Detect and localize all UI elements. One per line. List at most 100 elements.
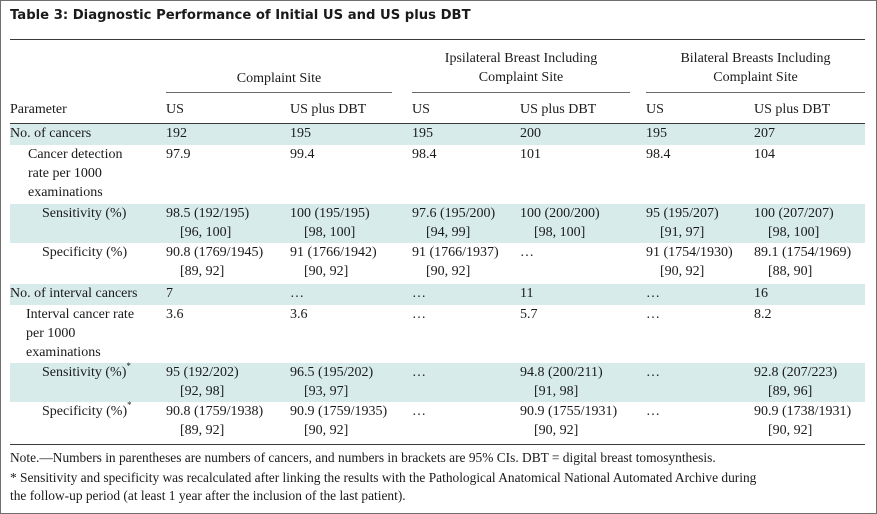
table-cell: 100 (200/200) xyxy=(520,206,600,221)
row-label: No. of interval cancers xyxy=(10,286,138,301)
row-label: No. of cancers xyxy=(10,126,92,141)
table-title: Table 3: Diagnostic Performance of Initi… xyxy=(10,8,471,23)
row-label: Interval cancer rate xyxy=(26,307,135,322)
table-cell: 3.6 xyxy=(166,307,184,322)
table-cell: 90.9 (1759/1935) xyxy=(290,404,388,419)
table-cell: … xyxy=(412,307,426,322)
column-header-c5: US xyxy=(646,102,664,117)
table-cell: 96.5 (195/202) xyxy=(290,365,374,380)
table-cell: 11 xyxy=(520,286,534,301)
table-cell: [98, 100] xyxy=(534,225,586,240)
table-cell: [90, 92] xyxy=(660,264,705,279)
row-band xyxy=(10,204,865,243)
table-cell: 98.4 xyxy=(646,147,671,162)
table-cell: 192 xyxy=(166,126,187,141)
column-header-c2: US plus DBT xyxy=(290,102,367,117)
table-cell: 8.2 xyxy=(754,307,772,322)
table-cell: 195 xyxy=(646,126,667,141)
group-rule-complaint xyxy=(166,92,392,93)
table-cell: 92.8 (207/223) xyxy=(754,365,838,380)
table-cell: 91 (1766/1937) xyxy=(412,245,499,260)
group-header-bilateral: Complaint Site xyxy=(713,70,798,85)
table-cell: … xyxy=(412,286,426,301)
table-cell: 90.8 (1759/1938) xyxy=(166,404,264,419)
table-cell: … xyxy=(520,245,534,260)
table-cell: 95 (195/207) xyxy=(646,206,719,221)
table-cell: [91, 97] xyxy=(660,225,705,240)
table-cell: 104 xyxy=(754,147,775,162)
table-cell: 94.8 (200/211) xyxy=(520,365,603,380)
table-cell: 95 (192/202) xyxy=(166,365,239,380)
footnote-marker: * xyxy=(126,361,131,372)
table-cell: … xyxy=(412,404,426,419)
table-cell: 98.4 xyxy=(412,147,437,162)
table-cell: [96, 100] xyxy=(180,225,232,240)
table-cell: 90.8 (1769/1945) xyxy=(166,245,264,260)
table-cell: [90, 92] xyxy=(534,423,579,438)
footnote-line-1: * Sensitivity and specificity was recalc… xyxy=(10,470,757,485)
top-rule xyxy=(10,39,865,40)
table-cell: 91 (1754/1930) xyxy=(646,245,733,260)
table-cell: … xyxy=(646,286,660,301)
header-rule xyxy=(10,123,865,124)
table-cell: 195 xyxy=(412,126,433,141)
column-header-c1: US xyxy=(166,102,184,117)
row-label: Cancer detection xyxy=(28,147,123,162)
table-cell: [94, 99] xyxy=(426,225,471,240)
row-label: Specificity (%) xyxy=(42,245,128,260)
table-cell: [88, 90] xyxy=(768,264,813,279)
group-header-bilateral: Bilateral Breasts Including xyxy=(680,51,831,66)
table-cell: [90, 92] xyxy=(768,423,813,438)
group-header-complaint: Complaint Site xyxy=(236,71,322,86)
table-cell: 5.7 xyxy=(520,307,538,322)
column-header-c4: US plus DBT xyxy=(520,102,597,117)
table-cell: … xyxy=(646,307,660,322)
row-band xyxy=(10,363,865,402)
table-cell: 90.9 (1738/1931) xyxy=(754,404,852,419)
table-cell: [98, 100] xyxy=(768,225,820,240)
table-cell: [92, 98] xyxy=(180,384,225,399)
table-cell: 91 (1766/1942) xyxy=(290,245,377,260)
table-cell: [90, 92] xyxy=(304,264,349,279)
table-cell: [90, 92] xyxy=(304,423,349,438)
table-cell: [93, 97] xyxy=(304,384,349,399)
footnote-line-2: the follow-up period (at least 1 year af… xyxy=(10,488,406,503)
column-header-c3: US xyxy=(412,102,430,117)
table-cell: … xyxy=(290,286,304,301)
row-label: examinations xyxy=(28,185,103,200)
table-cell: … xyxy=(412,365,426,380)
group-header-ipsilateral: Ipsilateral Breast Including xyxy=(444,51,598,66)
row-label: examinations xyxy=(26,345,101,360)
table-cell: [89, 92] xyxy=(180,264,225,279)
table-cell: [89, 96] xyxy=(768,384,813,399)
table-cell: 97.9 xyxy=(166,147,191,162)
table-cell: [89, 92] xyxy=(180,423,225,438)
table-note: Note.—Numbers in parentheses are numbers… xyxy=(10,450,716,465)
group-rule-ipsilateral xyxy=(412,92,630,93)
row-label: Sensitivity (%)* xyxy=(42,361,131,380)
table-cell: [98, 100] xyxy=(304,225,356,240)
footnote-marker: * xyxy=(127,400,132,411)
row-band xyxy=(10,284,865,305)
table-cell: [91, 98] xyxy=(534,384,579,399)
bottom-rule xyxy=(10,444,865,445)
table-cell: 101 xyxy=(520,147,541,162)
table-cell: 98.5 (192/195) xyxy=(166,206,250,221)
row-label: rate per 1000 xyxy=(28,166,102,181)
column-header-parameter: Parameter xyxy=(10,102,67,117)
table-cell: 7 xyxy=(166,286,173,301)
table-cell: 89.1 (1754/1969) xyxy=(754,245,852,260)
table-cell: [90, 92] xyxy=(426,264,471,279)
row-label: Sensitivity (%) xyxy=(42,206,127,221)
table-cell: 3.6 xyxy=(290,307,308,322)
table-cell: 100 (207/207) xyxy=(754,206,834,221)
table-cell: 97.6 (195/200) xyxy=(412,206,496,221)
group-rule-bilateral xyxy=(646,92,865,93)
row-band xyxy=(10,124,865,145)
table-cell: … xyxy=(646,365,660,380)
table-cell: 90.9 (1755/1931) xyxy=(520,404,618,419)
column-header-c6: US plus DBT xyxy=(754,102,831,117)
row-label: per 1000 xyxy=(26,326,76,341)
table-cell: 195 xyxy=(290,126,311,141)
